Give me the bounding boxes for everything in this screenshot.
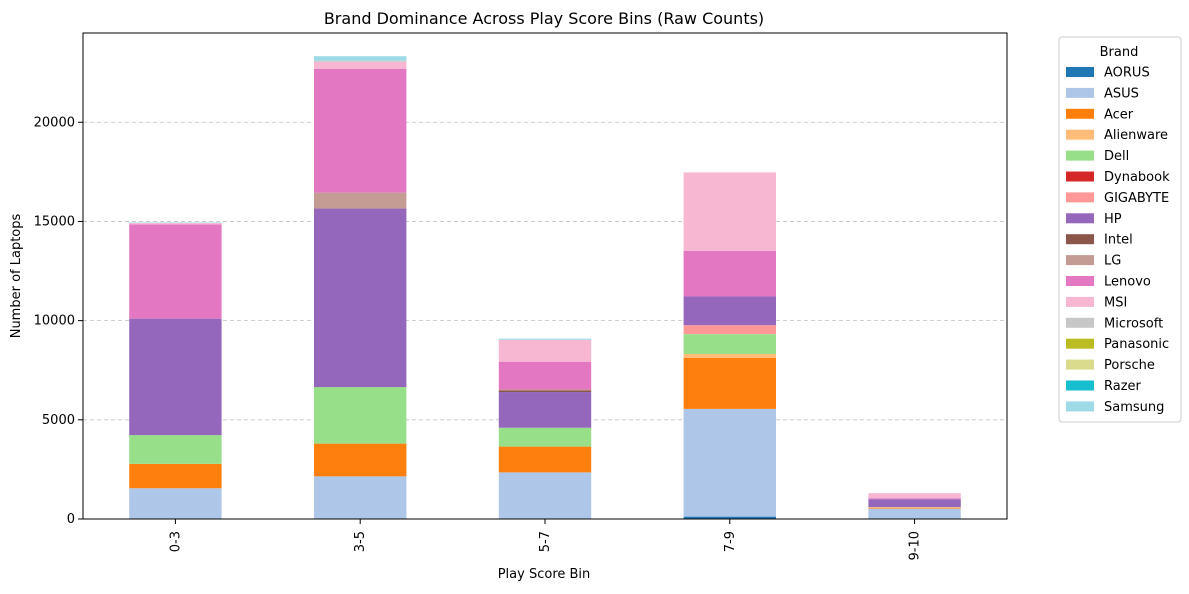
- bar-segment-acer: [868, 508, 961, 509]
- y-tick-label: 0: [67, 512, 75, 527]
- bar-segment-hp: [683, 296, 776, 326]
- legend-swatch: [1066, 317, 1094, 328]
- bar-segment-msi: [129, 223, 222, 225]
- bar-segment-asus: [129, 488, 222, 519]
- bar-segment-lg: [498, 389, 592, 391]
- legend-swatch: [1066, 380, 1094, 391]
- legend-swatch: [1066, 192, 1094, 203]
- legend-label: Panasonic: [1104, 337, 1169, 352]
- bar-segment-samsung: [314, 56, 407, 61]
- legend-label: ASUS: [1104, 86, 1139, 101]
- legend-label: Lenovo: [1104, 275, 1151, 290]
- legend-swatch: [1066, 255, 1094, 266]
- bar-segment-msi: [314, 61, 407, 69]
- legend-label: Acer: [1104, 107, 1134, 122]
- legend-swatch: [1066, 150, 1094, 161]
- legend-label: MSI: [1104, 295, 1127, 310]
- bar-segment-lenovo: [129, 224, 222, 319]
- x-axis-label: Play Score Bin: [498, 567, 591, 582]
- bar-segment-msi: [498, 339, 592, 362]
- bar-segment-asus: [868, 508, 961, 519]
- x-tick-label: 3-5: [353, 531, 368, 552]
- bar-segment-hp: [868, 499, 961, 508]
- x-tick-label: 0-3: [168, 531, 183, 552]
- bar-segment-dell: [129, 435, 222, 464]
- legend-label: GIGABYTE: [1104, 191, 1169, 206]
- bar-segment-dell: [314, 387, 407, 444]
- bar-segment-hp: [314, 208, 407, 388]
- bars: [129, 56, 961, 519]
- legend-swatch: [1066, 87, 1094, 98]
- legend-swatch: [1066, 234, 1094, 245]
- bar-segment-acer: [683, 357, 776, 409]
- legend-swatch: [1066, 401, 1094, 412]
- chart-title: Brand Dominance Across Play Score Bins (…: [324, 9, 764, 28]
- legend-swatch: [1066, 213, 1094, 224]
- y-tick-label: 5000: [42, 413, 75, 428]
- bar-segment-microsoft: [314, 60, 407, 62]
- bar-segment-msi: [868, 493, 961, 499]
- legend-label: Alienware: [1104, 128, 1168, 143]
- legend-label: Microsoft: [1104, 316, 1163, 331]
- legend-swatch: [1066, 67, 1094, 77]
- legend-swatch: [1066, 171, 1094, 182]
- legend-label: Porsche: [1104, 358, 1155, 373]
- legend-label: Dynabook: [1104, 170, 1170, 185]
- legend-label: LG: [1104, 254, 1121, 269]
- bar-segment-hp: [498, 392, 592, 428]
- bar-segment-asus: [683, 408, 776, 517]
- bar-segment-intel: [498, 390, 592, 393]
- legend-label: HP: [1104, 212, 1122, 227]
- bar-segment-lenovo: [683, 250, 776, 297]
- x-tick-label: 9-10: [908, 531, 923, 561]
- y-tick-label: 15000: [34, 214, 75, 229]
- bar-segment-alienware: [868, 507, 961, 509]
- legend-label: Intel: [1104, 233, 1133, 248]
- plot-frame: [82, 32, 1008, 520]
- bar-segment-acer: [129, 463, 222, 489]
- bar-segment-asus: [498, 472, 592, 519]
- bar-segment-dell: [683, 334, 776, 354]
- bar-segment-acer: [498, 446, 592, 473]
- legend-title: Brand: [1100, 45, 1139, 60]
- bar-segment-lenovo: [314, 68, 407, 193]
- y-tick-label: 20000: [34, 115, 75, 130]
- bar-segment-asus: [314, 476, 407, 519]
- axes: 0 5000 10000 15000 20000 0-3 3-5 5-7 7-9 9-10: [34, 32, 1008, 561]
- x-tick-label: 5-7: [538, 531, 553, 552]
- bar-segment-lenovo: [868, 498, 961, 500]
- legend-swatch: [1066, 276, 1094, 286]
- bar-segment-acer: [314, 443, 407, 477]
- bar-segment-aorus: [683, 516, 776, 519]
- bar-segment-samsung: [498, 338, 592, 340]
- legend-swatch: [1066, 108, 1094, 119]
- bar-segment-hp: [129, 318, 222, 436]
- legend-swatch: [1066, 296, 1094, 307]
- y-tick-label: 10000: [34, 314, 75, 329]
- bar-segment-alienware: [683, 353, 776, 358]
- bar-segment-dell: [498, 427, 592, 447]
- legend-swatch: [1066, 359, 1094, 370]
- legend-label: Razer: [1104, 379, 1142, 394]
- legend: Brand AORUS ASUS Acer Alienware Dell Dynabook…: [1058, 36, 1182, 423]
- legend-label: Dell: [1104, 149, 1129, 164]
- bar-segment-gigabyte: [683, 325, 776, 335]
- legend-label: Samsung: [1104, 400, 1164, 415]
- bar-segment-msi: [683, 172, 776, 251]
- bar-segment-samsung: [129, 222, 222, 224]
- bar-segment-lenovo: [498, 361, 592, 390]
- legend-swatch: [1066, 129, 1094, 140]
- x-tick-label: 7-9: [723, 531, 738, 552]
- legend-swatch: [1066, 338, 1094, 349]
- y-axis-label: Number of Laptops: [9, 214, 24, 339]
- legend-label: AORUS: [1104, 66, 1150, 81]
- bar-segment-lg: [314, 192, 407, 209]
